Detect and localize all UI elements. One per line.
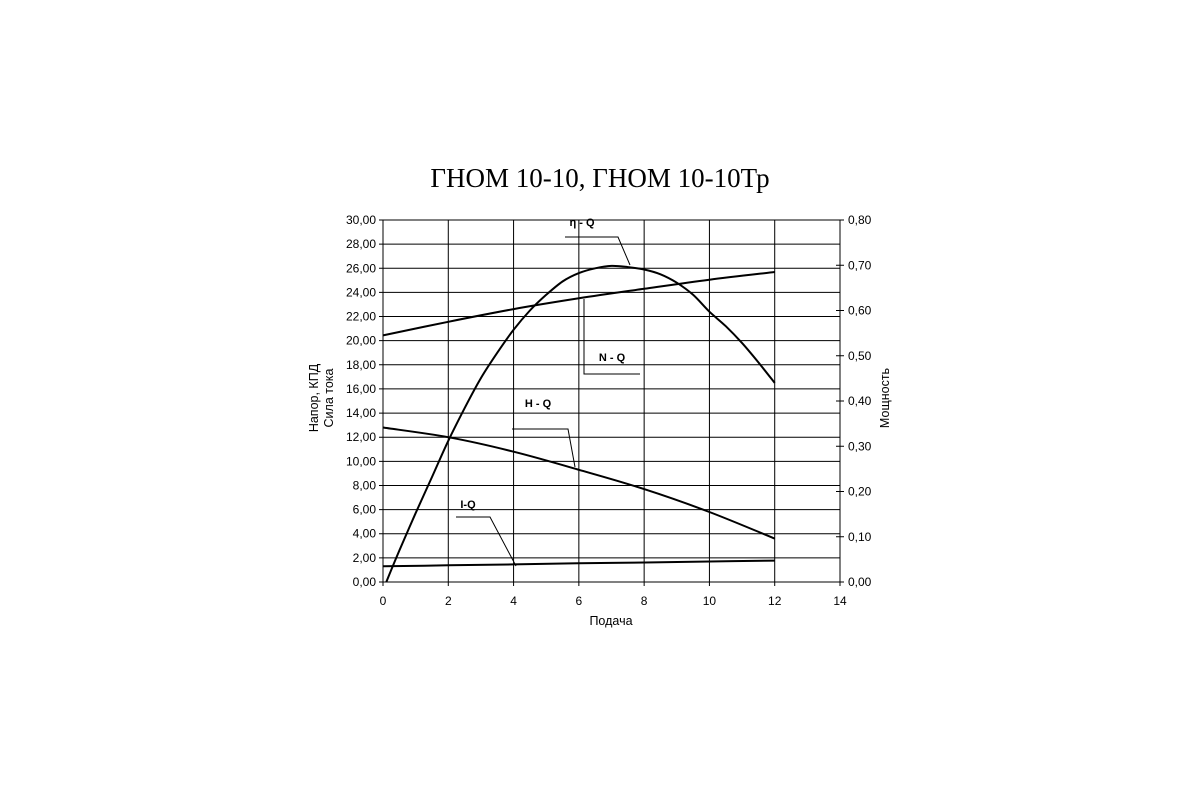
head-leader-line <box>512 428 576 468</box>
power-curve <box>382 271 775 337</box>
power-label: N - Q <box>599 352 626 364</box>
tick-labels: 0,00 2,00 4,00 6,00 8,00 10,00 12,00 14,00 16,00… <box>346 213 872 608</box>
x-tick-label: 4 <box>510 594 517 608</box>
y-right-tick-label: 0,00 <box>848 575 872 589</box>
x-tick-label: 10 <box>703 594 717 608</box>
chart-title: ГНОМ 10-10, ГНОМ 10-10Тр <box>430 163 770 193</box>
curve-labels: η - Q N - Q H - Q I-Q <box>456 217 640 567</box>
current-leader-line <box>456 516 517 567</box>
y-left-tick-label: 2,00 <box>353 551 377 565</box>
y-left-tick-label: 6,00 <box>353 503 377 517</box>
y-left-tick-label: 20,00 <box>346 334 376 348</box>
current-label: I-Q <box>460 499 476 511</box>
x-tick-label: 6 <box>576 594 583 608</box>
y-right-tick-label: 0,10 <box>848 530 872 544</box>
y-right-tick-label: 0,50 <box>848 349 872 363</box>
y-left-tick-label: 12,00 <box>346 430 376 444</box>
y-left-tick-label: 24,00 <box>346 285 376 299</box>
efficiency-leader-line <box>565 236 631 266</box>
efficiency-curve <box>385 264 776 583</box>
y-left-tick-label: 30,00 <box>346 213 376 227</box>
plot-frame <box>382 219 841 583</box>
y-right-tick-label: 0,40 <box>848 394 872 408</box>
y-right-tick-label: 0,30 <box>848 439 872 453</box>
x-tick-label: 12 <box>768 594 782 608</box>
y-left-tick-label: 28,00 <box>346 237 376 251</box>
y-right-tick-label: 0,60 <box>848 304 872 318</box>
x-tick-label: 0 <box>380 594 387 608</box>
x-axis-label: Подача <box>589 614 632 628</box>
y-left-tick-label: 8,00 <box>353 478 377 492</box>
y-left-tick-label: 14,00 <box>346 406 376 420</box>
y-left-tick-label: 4,00 <box>353 527 377 541</box>
curves <box>382 264 776 583</box>
y-left-tick-label: 10,00 <box>346 454 376 468</box>
power-leader-line <box>583 299 640 375</box>
y-left-tick-label: 16,00 <box>346 382 376 396</box>
x-tick-label: 14 <box>833 594 847 608</box>
efficiency-label: η - Q <box>569 217 594 229</box>
y-right-tick-label: 0,20 <box>848 485 872 499</box>
current-curve <box>382 559 775 568</box>
y-axis-label-right: Мощность <box>878 368 892 428</box>
head-label: H - Q <box>525 398 552 410</box>
head-curve <box>382 426 776 540</box>
y-axis-label-left-2: Сила тока <box>322 368 336 427</box>
grid <box>379 219 844 586</box>
x-tick-label: 2 <box>445 594 452 608</box>
y-right-tick-label: 0,80 <box>848 213 872 227</box>
x-tick-label: 8 <box>641 594 648 608</box>
y-left-tick-label: 26,00 <box>346 261 376 275</box>
y-left-tick-label: 18,00 <box>346 358 376 372</box>
y-axis-label-left-1: Напор, КПД <box>307 363 321 432</box>
y-left-tick-label: 22,00 <box>346 310 376 324</box>
y-right-tick-label: 0,70 <box>848 258 872 272</box>
y-left-tick-label: 0,00 <box>353 575 377 589</box>
